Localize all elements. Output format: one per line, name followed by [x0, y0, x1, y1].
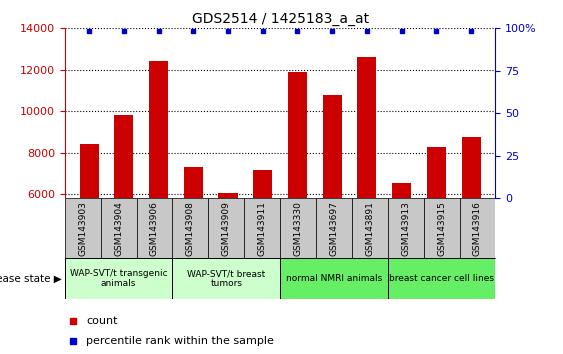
Bar	[352, 198, 388, 258]
Bar	[388, 258, 495, 299]
Bar	[280, 258, 388, 299]
Bar	[280, 198, 316, 258]
Bar	[184, 167, 203, 319]
Bar	[424, 198, 459, 258]
Bar	[208, 198, 244, 258]
Text: percentile rank within the sample: percentile rank within the sample	[86, 336, 274, 346]
Bar	[253, 170, 272, 319]
Title: GDS2514 / 1425183_a_at: GDS2514 / 1425183_a_at	[191, 12, 369, 26]
Bar	[244, 198, 280, 258]
Bar	[65, 198, 101, 258]
Text: GSM143330: GSM143330	[293, 201, 302, 256]
Text: breast cancer cell lines: breast cancer cell lines	[389, 274, 494, 283]
Bar	[388, 198, 424, 258]
Bar	[101, 198, 137, 258]
Text: GSM143903: GSM143903	[78, 201, 87, 256]
Text: GSM143909: GSM143909	[222, 201, 231, 256]
Text: GSM143915: GSM143915	[437, 201, 446, 256]
Text: GSM143908: GSM143908	[186, 201, 195, 256]
Bar	[316, 198, 352, 258]
Text: normal NMRI animals: normal NMRI animals	[286, 274, 382, 283]
Bar	[323, 95, 342, 319]
Bar	[462, 137, 481, 319]
Bar	[218, 193, 238, 319]
Bar	[459, 198, 495, 258]
Bar	[172, 258, 280, 299]
Bar	[288, 72, 307, 319]
Bar	[358, 57, 377, 319]
Text: GSM143697: GSM143697	[329, 201, 338, 256]
Text: GSM143913: GSM143913	[401, 201, 410, 256]
Bar	[65, 258, 172, 299]
Bar	[172, 198, 208, 258]
Text: disease state ▶: disease state ▶	[0, 274, 62, 284]
Text: count: count	[86, 316, 118, 326]
Bar	[392, 183, 411, 319]
Bar	[427, 148, 446, 319]
Text: WAP-SVT/t transgenic
animals: WAP-SVT/t transgenic animals	[70, 269, 167, 289]
Bar	[137, 198, 172, 258]
Bar	[114, 115, 133, 319]
Text: GSM143906: GSM143906	[150, 201, 159, 256]
Text: GSM143911: GSM143911	[258, 201, 267, 256]
Bar	[149, 62, 168, 319]
Text: WAP-SVT/t breast
tumors: WAP-SVT/t breast tumors	[187, 269, 265, 289]
Text: GSM143904: GSM143904	[114, 201, 123, 256]
Text: GSM143916: GSM143916	[473, 201, 482, 256]
Text: GSM143891: GSM143891	[365, 201, 374, 256]
Bar	[79, 144, 99, 319]
